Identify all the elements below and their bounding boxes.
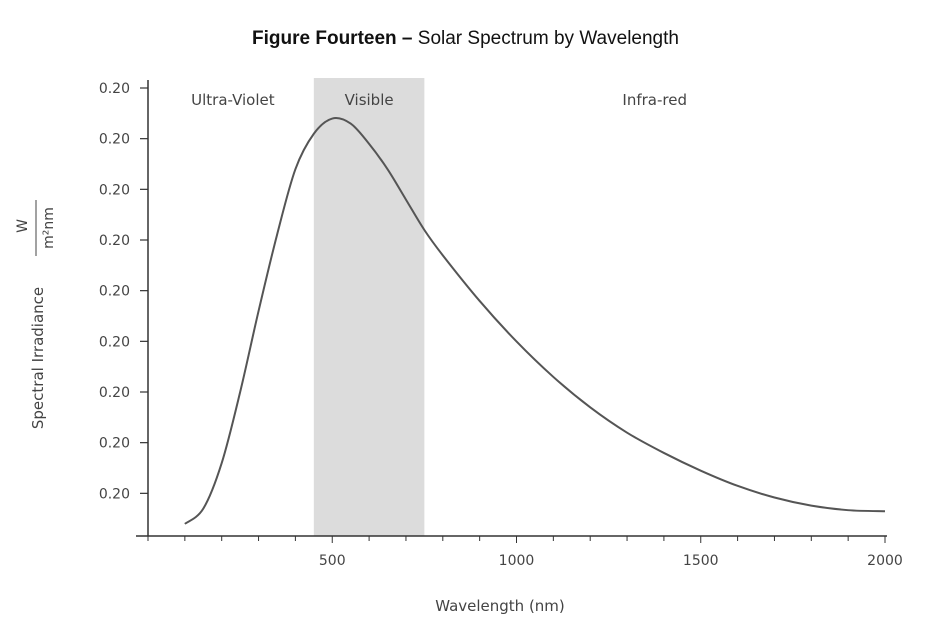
labels-layer: Wavelength (nm) Spectral Irradiance W m²… — [15, 200, 565, 615]
y-tick-label: 0.20 — [99, 334, 130, 350]
x-axis-label: Wavelength (nm) — [435, 597, 565, 615]
y-axis-unit-numerator: W — [15, 219, 31, 233]
x-tick-label: 1500 — [683, 553, 719, 569]
y-tick-label: 0.20 — [99, 284, 130, 300]
region-label-2: Visible — [345, 91, 394, 109]
visible-region-band — [313, 78, 425, 536]
spectrum-series-line-1 — [184, 117, 886, 525]
x-tick-label: 2000 — [867, 553, 903, 569]
y-tick-label: 0.20 — [99, 486, 130, 502]
figure-title: Figure Fourteen – Solar Spectrum by Wave… — [0, 28, 931, 50]
y-tick-label: 0.20 — [99, 132, 130, 148]
regions-layer: Ultra-Violet Visible Infra-red — [191, 78, 687, 536]
x-tick-label: 1000 — [499, 553, 535, 569]
axes-layer: 500 1000 1500 2000 0.20 0.20 0.20 0.20 0.20 0.20 0… — [99, 80, 903, 569]
y-tick-label: 0.20 — [99, 385, 130, 401]
region-label-3: Infra-red — [622, 91, 687, 109]
y-tick-label: 0.20 — [99, 436, 130, 452]
figure-title-bold: Figure Fourteen – — [252, 28, 413, 49]
y-tick-label: 0.20 — [99, 233, 130, 249]
figure-title-rest: Solar Spectrum by Wavelength — [417, 28, 679, 49]
region-label-1: Ultra-Violet — [191, 91, 275, 109]
series-layer — [184, 117, 886, 525]
y-tick-label: 0.20 — [99, 182, 130, 198]
y-tick-label: 0.20 — [99, 81, 130, 97]
y-axis-label: Spectral Irradiance — [29, 287, 47, 429]
x-tick-label: 500 — [319, 553, 346, 569]
y-axis-unit-denominator: m²nm — [41, 207, 57, 249]
